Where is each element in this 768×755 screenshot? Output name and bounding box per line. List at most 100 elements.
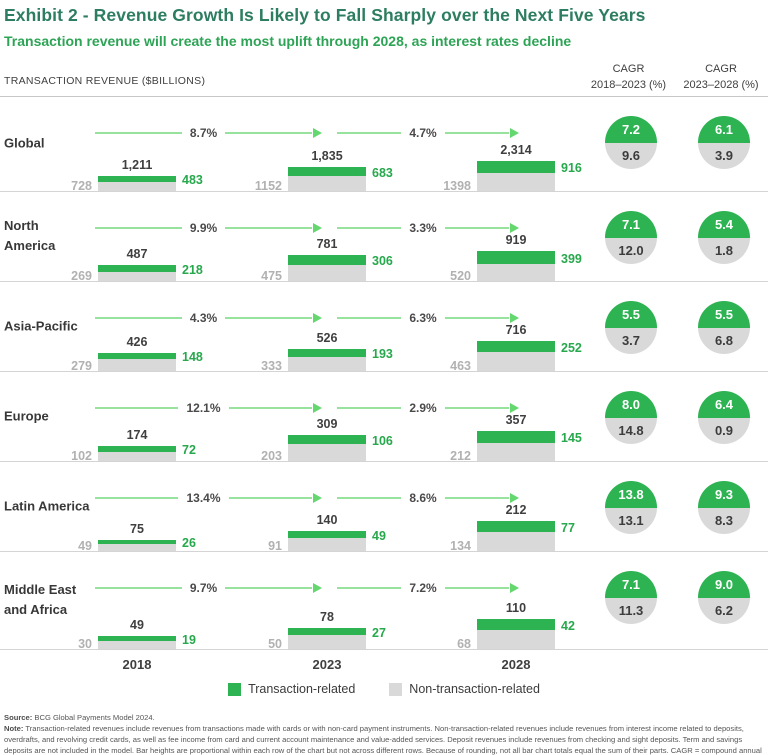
cagr-non-transaction-value: 12.0 (605, 237, 657, 264)
non-transaction-bar (477, 532, 555, 551)
non-transaction-bar (98, 641, 176, 649)
region-label: Europe (4, 408, 49, 424)
growth-percent-label: 4.3% (189, 311, 218, 325)
non-transaction-value-label: 269 (71, 269, 92, 283)
transaction-bar (477, 341, 555, 352)
bar-total-label: 781 (316, 237, 338, 251)
legend-item-transaction: Transaction-related (228, 682, 355, 696)
transaction-swatch-icon (228, 682, 242, 696)
arrow-line (95, 587, 182, 589)
source-line: Source: BCG Global Payments Model 2024. (4, 712, 764, 723)
bar-total-label: 716 (505, 323, 527, 337)
transaction-bar (288, 531, 366, 538)
transaction-bar (288, 167, 366, 176)
note-line: Note: Transaction-related revenues inclu… (4, 723, 764, 755)
cagr-header-line1: CAGR (705, 63, 737, 75)
cagr-non-transaction-value: 1.8 (698, 237, 750, 264)
non-transaction-value-label: 212 (450, 449, 471, 463)
cagr-circle-2023-2028: 9.3 8.3 (698, 481, 750, 534)
arrow-line (444, 132, 510, 134)
arrow-line (444, 497, 510, 499)
non-transaction-value-label: 1398 (443, 179, 471, 193)
cagr-circle-2023-2028: 5.4 1.8 (698, 211, 750, 264)
arrow-line (337, 317, 402, 319)
year-label-2023: 2023 (312, 657, 342, 672)
non-transaction-bar (477, 173, 555, 191)
non-transaction-value-label: 1152 (254, 179, 282, 193)
growth-percent-label: 3.3% (409, 221, 437, 235)
bar-total-label: 1,835 (311, 149, 343, 163)
growth-arrow: 9.9% (95, 221, 323, 235)
growth-percent-label: 8.7% (189, 126, 218, 140)
arrow-line (225, 227, 313, 229)
legend-item-non-transaction: Non-transaction-related (389, 682, 540, 696)
transaction-value-label: 145 (561, 431, 582, 445)
cagr-circle-2023-2028: 9.0 6.2 (698, 571, 750, 624)
non-transaction-bar (288, 265, 366, 281)
bar-total-label: 357 (505, 413, 527, 427)
growth-arrow: 2.9% (337, 401, 520, 415)
non-transaction-value-label: 50 (268, 637, 282, 651)
region-row-middle-east-and-africa: Middle East and Africa 9.7% 7.2% 49 30 19 78 50… (0, 552, 768, 651)
bar-total-label: 1,211 (121, 158, 153, 172)
arrow-line (225, 132, 313, 134)
region-label: Asia-Pacific (4, 318, 78, 334)
exhibit-title: Exhibit 2 - Revenue Growth Is Likely to … (4, 5, 646, 25)
non-transaction-swatch-icon (389, 682, 403, 696)
transaction-value-label: 483 (182, 173, 203, 187)
region-label: Global (4, 135, 45, 151)
arrow-line (95, 132, 182, 134)
cagr-circle-2018-2023: 7.1 12.0 (605, 211, 657, 264)
legend-label: Transaction-related (248, 682, 356, 696)
non-transaction-value-label: 203 (261, 449, 282, 463)
non-transaction-value-label: 49 (78, 539, 92, 553)
cagr-header-line1: CAGR (612, 63, 645, 75)
cagr-non-transaction-value: 8.3 (698, 507, 750, 534)
cagr-header-line2: 2023–2028 (%) (683, 78, 759, 91)
growth-arrow: 6.3% (337, 311, 520, 325)
arrow-line (95, 317, 182, 319)
transaction-value-label: 19 (182, 632, 196, 647)
growth-arrow: 3.3% (337, 221, 520, 235)
non-transaction-value-label: 728 (71, 179, 92, 193)
cagr-transaction-value: 5.5 (698, 301, 750, 328)
transaction-bar (477, 619, 555, 630)
transaction-bar (288, 435, 366, 444)
arrowhead-icon (313, 223, 323, 233)
bar-total-label: 526 (316, 331, 338, 345)
growth-percent-label: 8.6% (409, 491, 437, 505)
transaction-value-label: 306 (372, 254, 393, 268)
axis-title: TRANSACTION REVENUE ($BILLIONS) (4, 75, 206, 87)
transaction-bar (288, 628, 366, 635)
transaction-bar (98, 540, 176, 544)
arrowhead-icon (510, 313, 520, 323)
arrow-line (228, 497, 312, 499)
cagr-transaction-value: 5.4 (698, 211, 750, 238)
arrow-line (95, 497, 179, 499)
exhibit-subtitle: Transaction revenue will create the most… (4, 33, 572, 49)
footnotes: Source: BCG Global Payments Model 2024. … (0, 701, 768, 755)
transaction-value-label: 42 (561, 618, 575, 633)
growth-arrow: 4.7% (337, 126, 520, 140)
chart-body: Global 8.7% 4.7% 1,211 728 483 1,835 1152 683 2,3… (0, 97, 768, 651)
transaction-bar (477, 251, 555, 264)
non-transaction-bar (288, 357, 366, 371)
bar-total-label: 75 (130, 522, 144, 536)
cagr-transaction-value: 7.1 (605, 571, 657, 598)
source-label: Source: (4, 713, 33, 722)
cagr-transaction-value: 7.2 (605, 116, 657, 143)
cagr-transaction-value: 9.0 (698, 571, 750, 598)
growth-percent-label: 13.4% (186, 491, 221, 505)
transaction-value-label: 77 (561, 520, 575, 535)
non-transaction-bar (98, 182, 176, 191)
cagr-non-transaction-value: 11.3 (605, 597, 657, 624)
transaction-bar (98, 265, 176, 272)
growth-arrow: 8.6% (337, 491, 520, 505)
non-transaction-value-label: 463 (450, 359, 471, 373)
transaction-bar (477, 431, 555, 443)
arrow-line (444, 587, 510, 589)
transaction-bar (477, 521, 555, 532)
cagr-circle-2018-2023: 7.1 11.3 (605, 571, 657, 624)
non-transaction-value-label: 279 (71, 359, 92, 373)
growth-arrow: 7.2% (337, 581, 520, 595)
